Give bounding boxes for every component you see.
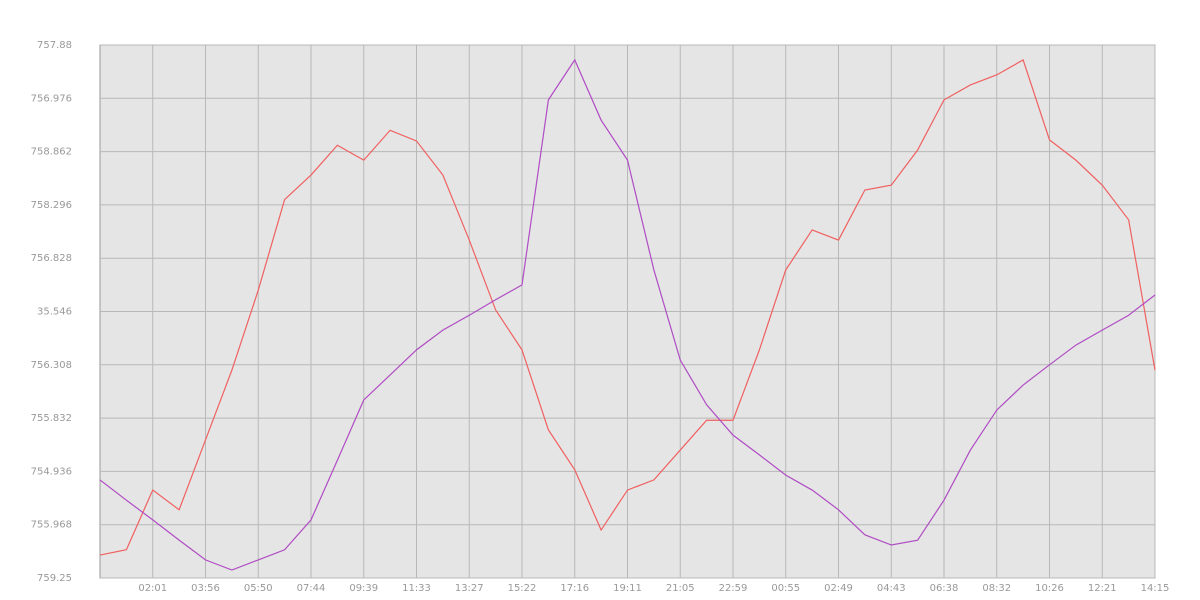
y-tick-label: 35.546 (37, 307, 72, 318)
x-tick-label: 13:27 (455, 583, 484, 594)
y-tick-label: 758.862 (31, 147, 72, 158)
y-tick-label: 759.25 (37, 573, 72, 584)
x-tick-label: 17:16 (560, 583, 589, 594)
y-tick-label: 756.976 (31, 93, 72, 104)
x-tick-label: 21:05 (666, 583, 695, 594)
y-tick-label: 757.88 (37, 40, 72, 51)
y-tick-label: 755.968 (31, 520, 72, 531)
series-line (99, 58, 1156, 571)
x-tick-label: 10:26 (1035, 583, 1064, 594)
x-tick-label: 03:56 (191, 583, 220, 594)
y-tick-label: 756.828 (31, 253, 72, 264)
x-tick-label: 15:22 (508, 583, 537, 594)
x-tick-label: 02:01 (138, 583, 167, 594)
x-tick-label: 12:21 (1088, 583, 1117, 594)
x-tick-label: 07:44 (297, 583, 326, 594)
y-tick-label: 758.296 (31, 200, 72, 211)
x-tick-label: 22:59 (719, 583, 748, 594)
y-tick-label: 754.936 (31, 466, 72, 477)
series-line (99, 59, 1156, 556)
x-tick-label: 04:43 (877, 583, 906, 594)
x-tick-label: 05:50 (244, 583, 273, 594)
y-tick-label: 755.832 (31, 413, 72, 424)
x-tick-label: 02:49 (824, 583, 853, 594)
y-tick-label: 756.308 (31, 360, 72, 371)
x-tick-label: 09:39 (349, 583, 378, 594)
x-tick-label: 11:33 (402, 583, 431, 594)
x-tick-label: 06:38 (930, 583, 959, 594)
x-tick-label: 00:55 (771, 583, 800, 594)
x-tick-label: 14:15 (1141, 583, 1170, 594)
x-tick-label: 08:32 (982, 583, 1011, 594)
x-tick-label: 19:11 (613, 583, 642, 594)
